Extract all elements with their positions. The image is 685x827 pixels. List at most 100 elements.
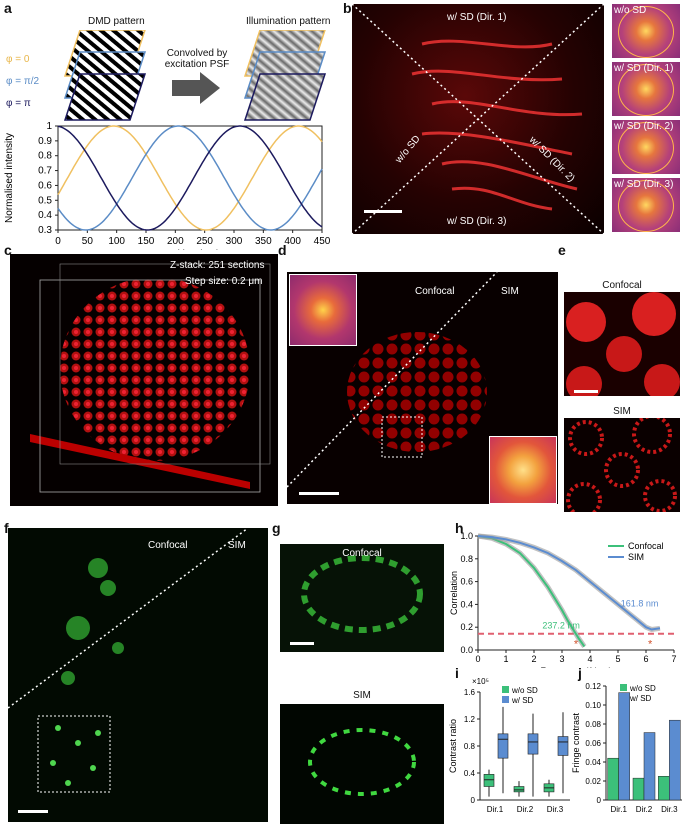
panel-label-d: d [278,242,287,258]
box-w/ SD [497,733,509,759]
cell-field [287,272,498,488]
y-tick-label: 0.04 [585,758,601,767]
label-g-confocal: Confocal [342,548,382,559]
dmd-pattern-title: DMD pattern [88,16,145,27]
category-label: Dir.2 [517,805,534,814]
cell-structures [352,4,604,234]
x-tick-label: 250 [196,236,213,247]
fft-inset-label: w/ SD (Dir. 3) [614,179,674,190]
exponent-label: ×10⁵ [472,677,489,686]
y-tick-label: 1 [46,121,52,132]
y-tick-label: 1.0 [460,531,473,541]
panel-g-sim-image [280,704,444,824]
frc-chart: 0 1 2 3 4 5 6 7 0.0 0.2 0.4 0.6 0.8 1.0 Frequency (1/μ… [449,531,677,668]
y-tick-label: 0.8 [460,554,473,564]
green-cell [8,528,249,813]
y-tick-label: 0.0 [460,645,473,655]
panel-b-image: w/ SD (Dir. 1) w/o SD w/ SD (Dir. 2) w/ … [352,4,604,234]
label-dir3: w/ SD (Dir. 3) [447,216,507,227]
plot-frame [57,125,323,231]
x-tick-label: 50 [82,236,94,247]
x-tick-label: 1 [503,654,508,664]
y-tick-label: 0.3 [38,225,52,236]
x-tick-label: 450 [314,236,331,247]
panel-label-j: j [578,665,582,681]
sim-ring [308,728,416,796]
x-tick-label: 100 [108,236,125,247]
category-label: Dir.1 [610,805,627,814]
intensity-line-1 [57,125,323,231]
label-e-confocal: Confocal [602,280,642,291]
convolved-caption: Convolved by excitation PSF [152,48,242,70]
y-tick-label: 1.2 [464,715,476,724]
phase-label-0: φ = 0 [6,54,30,65]
category-label: Dir.1 [487,805,504,814]
frc-line-0 [477,535,586,648]
category-label: Dir.2 [636,805,653,814]
label-dir1: w/ SD (Dir. 1) [447,12,507,23]
y-tick-label: 0.6 [460,577,473,587]
panel-label-f: f [4,520,9,536]
confocal-ring [290,555,423,645]
box-w/o SD [483,774,495,787]
legend-label-0: Confocal [628,541,664,551]
x-tick-label: 200 [167,236,184,247]
y-tick-label: 0.4 [460,599,473,609]
bar-w/o SD [607,757,619,801]
diagonal-divider [287,272,498,488]
y-tick-label: 0.6 [38,180,52,191]
frc-line-1 [477,535,661,631]
label-sim: SIM [501,286,519,297]
y-tick-label: 0.4 [464,769,476,778]
panel-g-confocal-image: Confocal [280,544,444,652]
contrast-ratio-chart: 0 0.4 0.8 1.2 1.6 ×10⁵ Contrast ratio Dir.1 Dir.… [448,677,570,814]
diagonal-divider [8,528,249,709]
legend-swatch-0 [620,684,627,691]
fft-circle [618,122,674,174]
x-tick-label: 150 [138,236,155,247]
label-confocal: Confocal [415,286,455,297]
legend-swatch-1 [502,696,509,703]
legend-label-1: w/ SD [511,696,534,705]
y-axis-label: Correlation [449,571,459,615]
y-axis-label: Normalised intensity [4,133,15,223]
panel-f-image: Confocal SIM [8,528,268,822]
legend-swatch-0 [502,686,509,693]
y-tick-label: 0.06 [585,739,601,748]
fft-circle [618,6,674,58]
scale-bar [18,810,48,813]
fft-inset-1: w/ SD (Dir. 1) [612,62,680,116]
resolution-sim: 161.8 nm [621,599,659,609]
y-axis-label: Fringe contrast [572,712,581,773]
y-tick-label: 0.9 [38,136,52,147]
phase-label-1: φ = π/2 [6,76,40,87]
convolved-line-2: excitation PSF [164,59,230,70]
zstack-label: Z-stack: 251 sections [170,260,265,271]
y-tick-label: 0.7 [38,166,52,177]
x-tick-label: 0 [55,236,61,247]
x-axis-label: Position (μm) [160,249,219,250]
panel-label-h: h [455,520,464,536]
box-w/o SD [513,786,525,793]
box-w/ SD [557,736,569,756]
y-tick-label: 0 [597,796,602,805]
x-tick-label: 2 [531,654,536,664]
fringe-contrast-chart: 0 0.02 0.04 0.06 0.08 0.10 0.12 Fringe contrast… [572,682,682,814]
x-tick-label: 7 [671,654,676,664]
legend-label-0: w/o SD [511,686,538,695]
label-g-sim: SIM [353,690,371,701]
label-e-sim: SIM [613,406,631,417]
panel-e-confocal-image [564,292,680,396]
legend-label-1: SIM [628,552,644,562]
legend-swatch-1 [620,694,627,701]
y-tick-label: 1.6 [464,688,476,697]
roi-box [381,416,423,458]
resolution-confocal: 237.2 nm [542,620,580,630]
y-tick-label: 0.4 [38,210,52,221]
intersection-marker-sim: * [648,639,653,651]
y-tick-label: 0.8 [38,151,52,162]
x-tick-label: 6 [643,654,648,664]
y-tick-label: 0.12 [585,682,601,691]
illum-plate-2 [243,73,327,121]
confocal-blobs [566,292,680,396]
